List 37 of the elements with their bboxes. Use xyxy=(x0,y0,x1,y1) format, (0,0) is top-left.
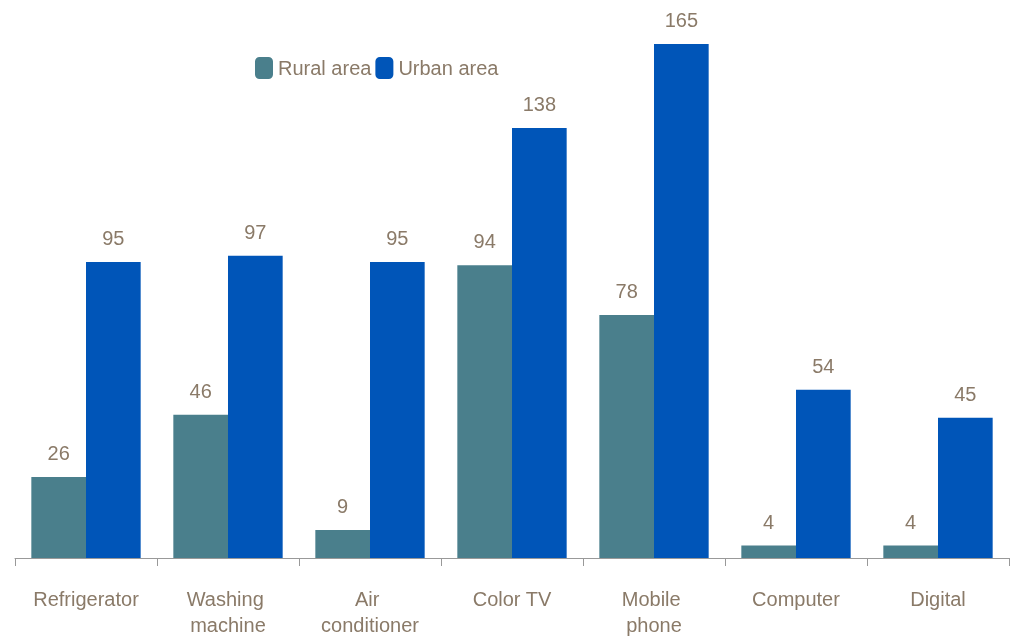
data-label: 26 xyxy=(47,442,70,465)
data-label: 9 xyxy=(337,494,349,517)
data-label: 95 xyxy=(102,227,125,250)
data-label: 97 xyxy=(244,220,267,243)
bar xyxy=(370,262,425,558)
bar xyxy=(86,262,141,558)
bar xyxy=(31,477,86,558)
data-label: 45 xyxy=(954,382,977,405)
x-tick-label: Air conditioner xyxy=(321,588,420,636)
x-tick-label: Washing machine xyxy=(186,588,270,636)
data-label: 4 xyxy=(763,510,775,533)
data-label: 54 xyxy=(812,354,835,377)
x-tick-label: Refrigerator xyxy=(33,588,140,610)
legend-label: Urban area xyxy=(398,57,500,79)
bar xyxy=(654,44,709,558)
x-tick-label: Mobile phone xyxy=(621,588,687,636)
bar xyxy=(228,255,283,558)
data-label: 4 xyxy=(905,510,917,533)
bar xyxy=(315,529,370,558)
data-label: 78 xyxy=(615,280,638,303)
legend-label: Rural area xyxy=(278,57,373,79)
bar xyxy=(512,128,567,558)
bar xyxy=(883,545,938,558)
bar xyxy=(599,315,654,558)
x-tick-label: Color TV xyxy=(472,588,552,610)
bar xyxy=(173,414,228,558)
bar xyxy=(741,545,796,558)
bar xyxy=(457,265,512,558)
data-label: 95 xyxy=(386,227,409,250)
data-label: 94 xyxy=(473,230,496,253)
x-tick-label: Digital xyxy=(910,588,966,610)
data-label: 46 xyxy=(189,379,212,402)
x-tick-label: Computer xyxy=(752,588,841,610)
data-label: 165 xyxy=(664,9,699,31)
bar xyxy=(938,417,993,558)
data-label: 138 xyxy=(522,93,557,116)
bar xyxy=(796,389,851,558)
